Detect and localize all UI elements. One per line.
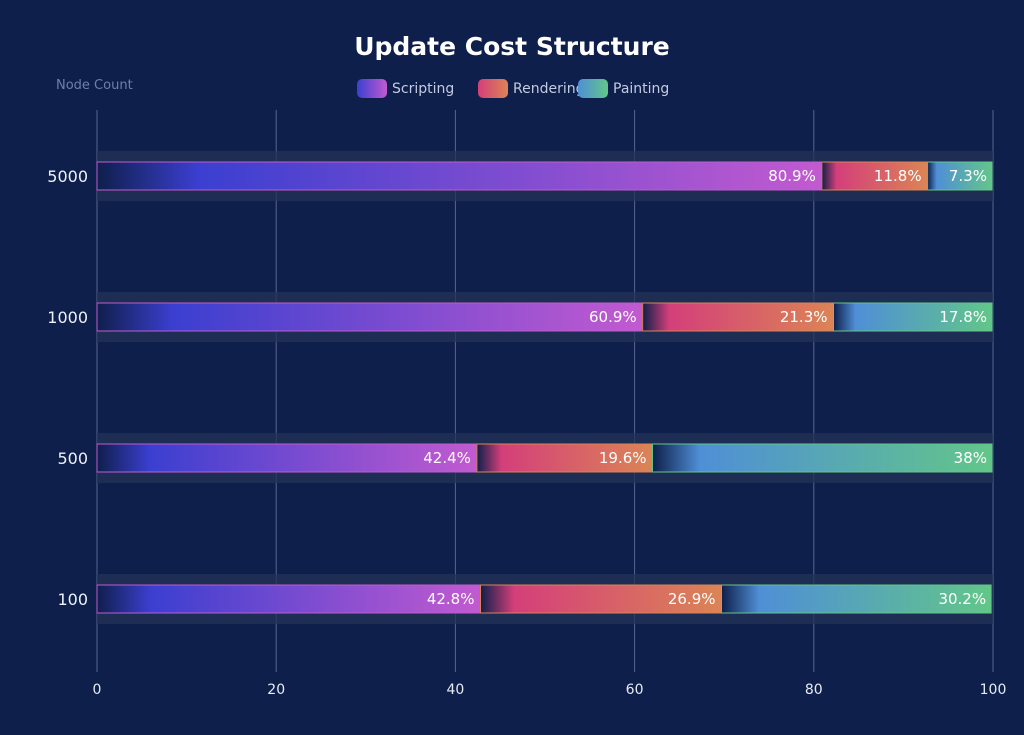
category-label: 1000 — [47, 308, 88, 327]
legend: Scripting Rendering Painting — [357, 79, 669, 98]
data-label: 80.9% — [768, 167, 816, 185]
x-tick-label: 20 — [267, 682, 285, 698]
legend-swatch-scripting — [357, 79, 387, 98]
bar-segment-rendering — [821, 161, 928, 191]
bar-segment-rendering — [642, 302, 834, 332]
data-label: 7.3% — [949, 167, 987, 185]
x-axis-ticks: 0 20 40 60 80 100 — [93, 682, 1007, 698]
category-label: 5000 — [47, 167, 88, 186]
x-tick-label: 100 — [980, 682, 1007, 698]
bar-segment-scripting — [96, 443, 477, 473]
data-label: 30.2% — [938, 590, 986, 608]
data-label: 42.8% — [427, 590, 475, 608]
legend-swatch-rendering — [478, 79, 508, 98]
x-tick-label: 60 — [626, 682, 644, 698]
data-label: 42.4% — [423, 449, 471, 467]
x-tick-label: 40 — [446, 682, 464, 698]
data-labels: 80.9% 11.8% 7.3% 60.9% 21.3% 17.8% 42.4% 19.6% 3… — [423, 167, 987, 608]
legend-label-rendering: Rendering — [513, 81, 585, 97]
bars — [96, 161, 993, 614]
bar-segment-scripting — [96, 161, 822, 191]
bar-segment-rendering — [476, 443, 653, 473]
bar-segment-painting — [927, 161, 993, 191]
category-label: 500 — [57, 449, 88, 468]
data-label: 26.9% — [668, 590, 716, 608]
data-label: 19.6% — [599, 449, 647, 467]
data-label: 11.8% — [874, 167, 922, 185]
legend-swatch-painting — [578, 79, 608, 98]
bar-segment-scripting — [96, 584, 480, 614]
bar-segment-painting — [652, 443, 993, 473]
category-label: 100 — [57, 590, 88, 609]
x-tick-label: 0 — [93, 682, 102, 698]
data-label: 21.3% — [780, 308, 828, 326]
data-label: 17.8% — [939, 308, 987, 326]
y-axis-label: Node Count — [56, 78, 133, 93]
bar-segment-scripting — [96, 302, 643, 332]
data-label: 38% — [954, 449, 987, 467]
legend-label-painting: Painting — [613, 81, 669, 97]
legend-label-scripting: Scripting — [392, 81, 454, 97]
category-ticks: 5000 1000 500 100 — [47, 167, 88, 609]
bar-segment-painting — [833, 302, 993, 332]
bar-tracks — [97, 151, 993, 624]
bar-segment-rendering — [479, 584, 722, 614]
bar-segment-painting — [721, 584, 992, 614]
chart-title: Update Cost Structure — [354, 32, 670, 61]
data-label: 60.9% — [589, 308, 637, 326]
x-tick-label: 80 — [805, 682, 823, 698]
